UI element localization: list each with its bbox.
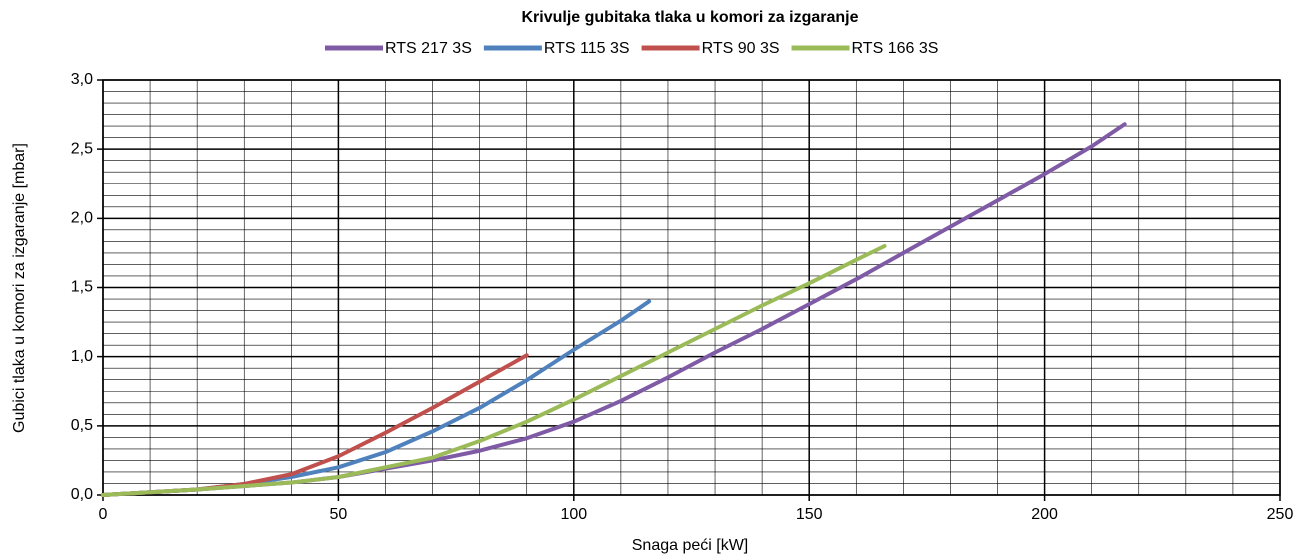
y-axis-label: Gubici tlaka u komori za izgaranje [mbar… bbox=[11, 143, 28, 433]
y-tick-label: 1,0 bbox=[71, 348, 93, 365]
chart-title: Krivulje gubitaka tlaka u komori za izga… bbox=[522, 9, 859, 26]
x-axis-label: Snaga peći [kW] bbox=[632, 537, 749, 554]
y-tick-label: 2,5 bbox=[71, 140, 93, 157]
y-tick-label: 1,5 bbox=[71, 279, 93, 296]
legend-label: RTS 115 3S bbox=[544, 40, 630, 57]
x-tick-label: 100 bbox=[560, 506, 587, 523]
line-series bbox=[101, 122, 1127, 497]
y-tick-label: 3,0 bbox=[71, 71, 93, 88]
plot-frame bbox=[102, 79, 1281, 496]
x-tick-label: 200 bbox=[1031, 506, 1058, 523]
y-tick-label: 0,5 bbox=[71, 417, 93, 434]
x-tick-label: 0 bbox=[99, 506, 108, 523]
y-tick-label: 2,0 bbox=[71, 210, 93, 227]
x-tick-label: 150 bbox=[796, 506, 823, 523]
x-tick-label: 250 bbox=[1267, 506, 1294, 523]
legend-label: RTS 166 3S bbox=[852, 40, 939, 57]
x-tick-label: 50 bbox=[330, 506, 348, 523]
legend-label: RTS 90 3S bbox=[702, 40, 780, 57]
y-tick-label: 0,0 bbox=[71, 486, 93, 503]
line-series bbox=[101, 299, 652, 497]
line-series bbox=[101, 244, 887, 497]
legend-label: RTS 217 3S bbox=[385, 40, 472, 57]
